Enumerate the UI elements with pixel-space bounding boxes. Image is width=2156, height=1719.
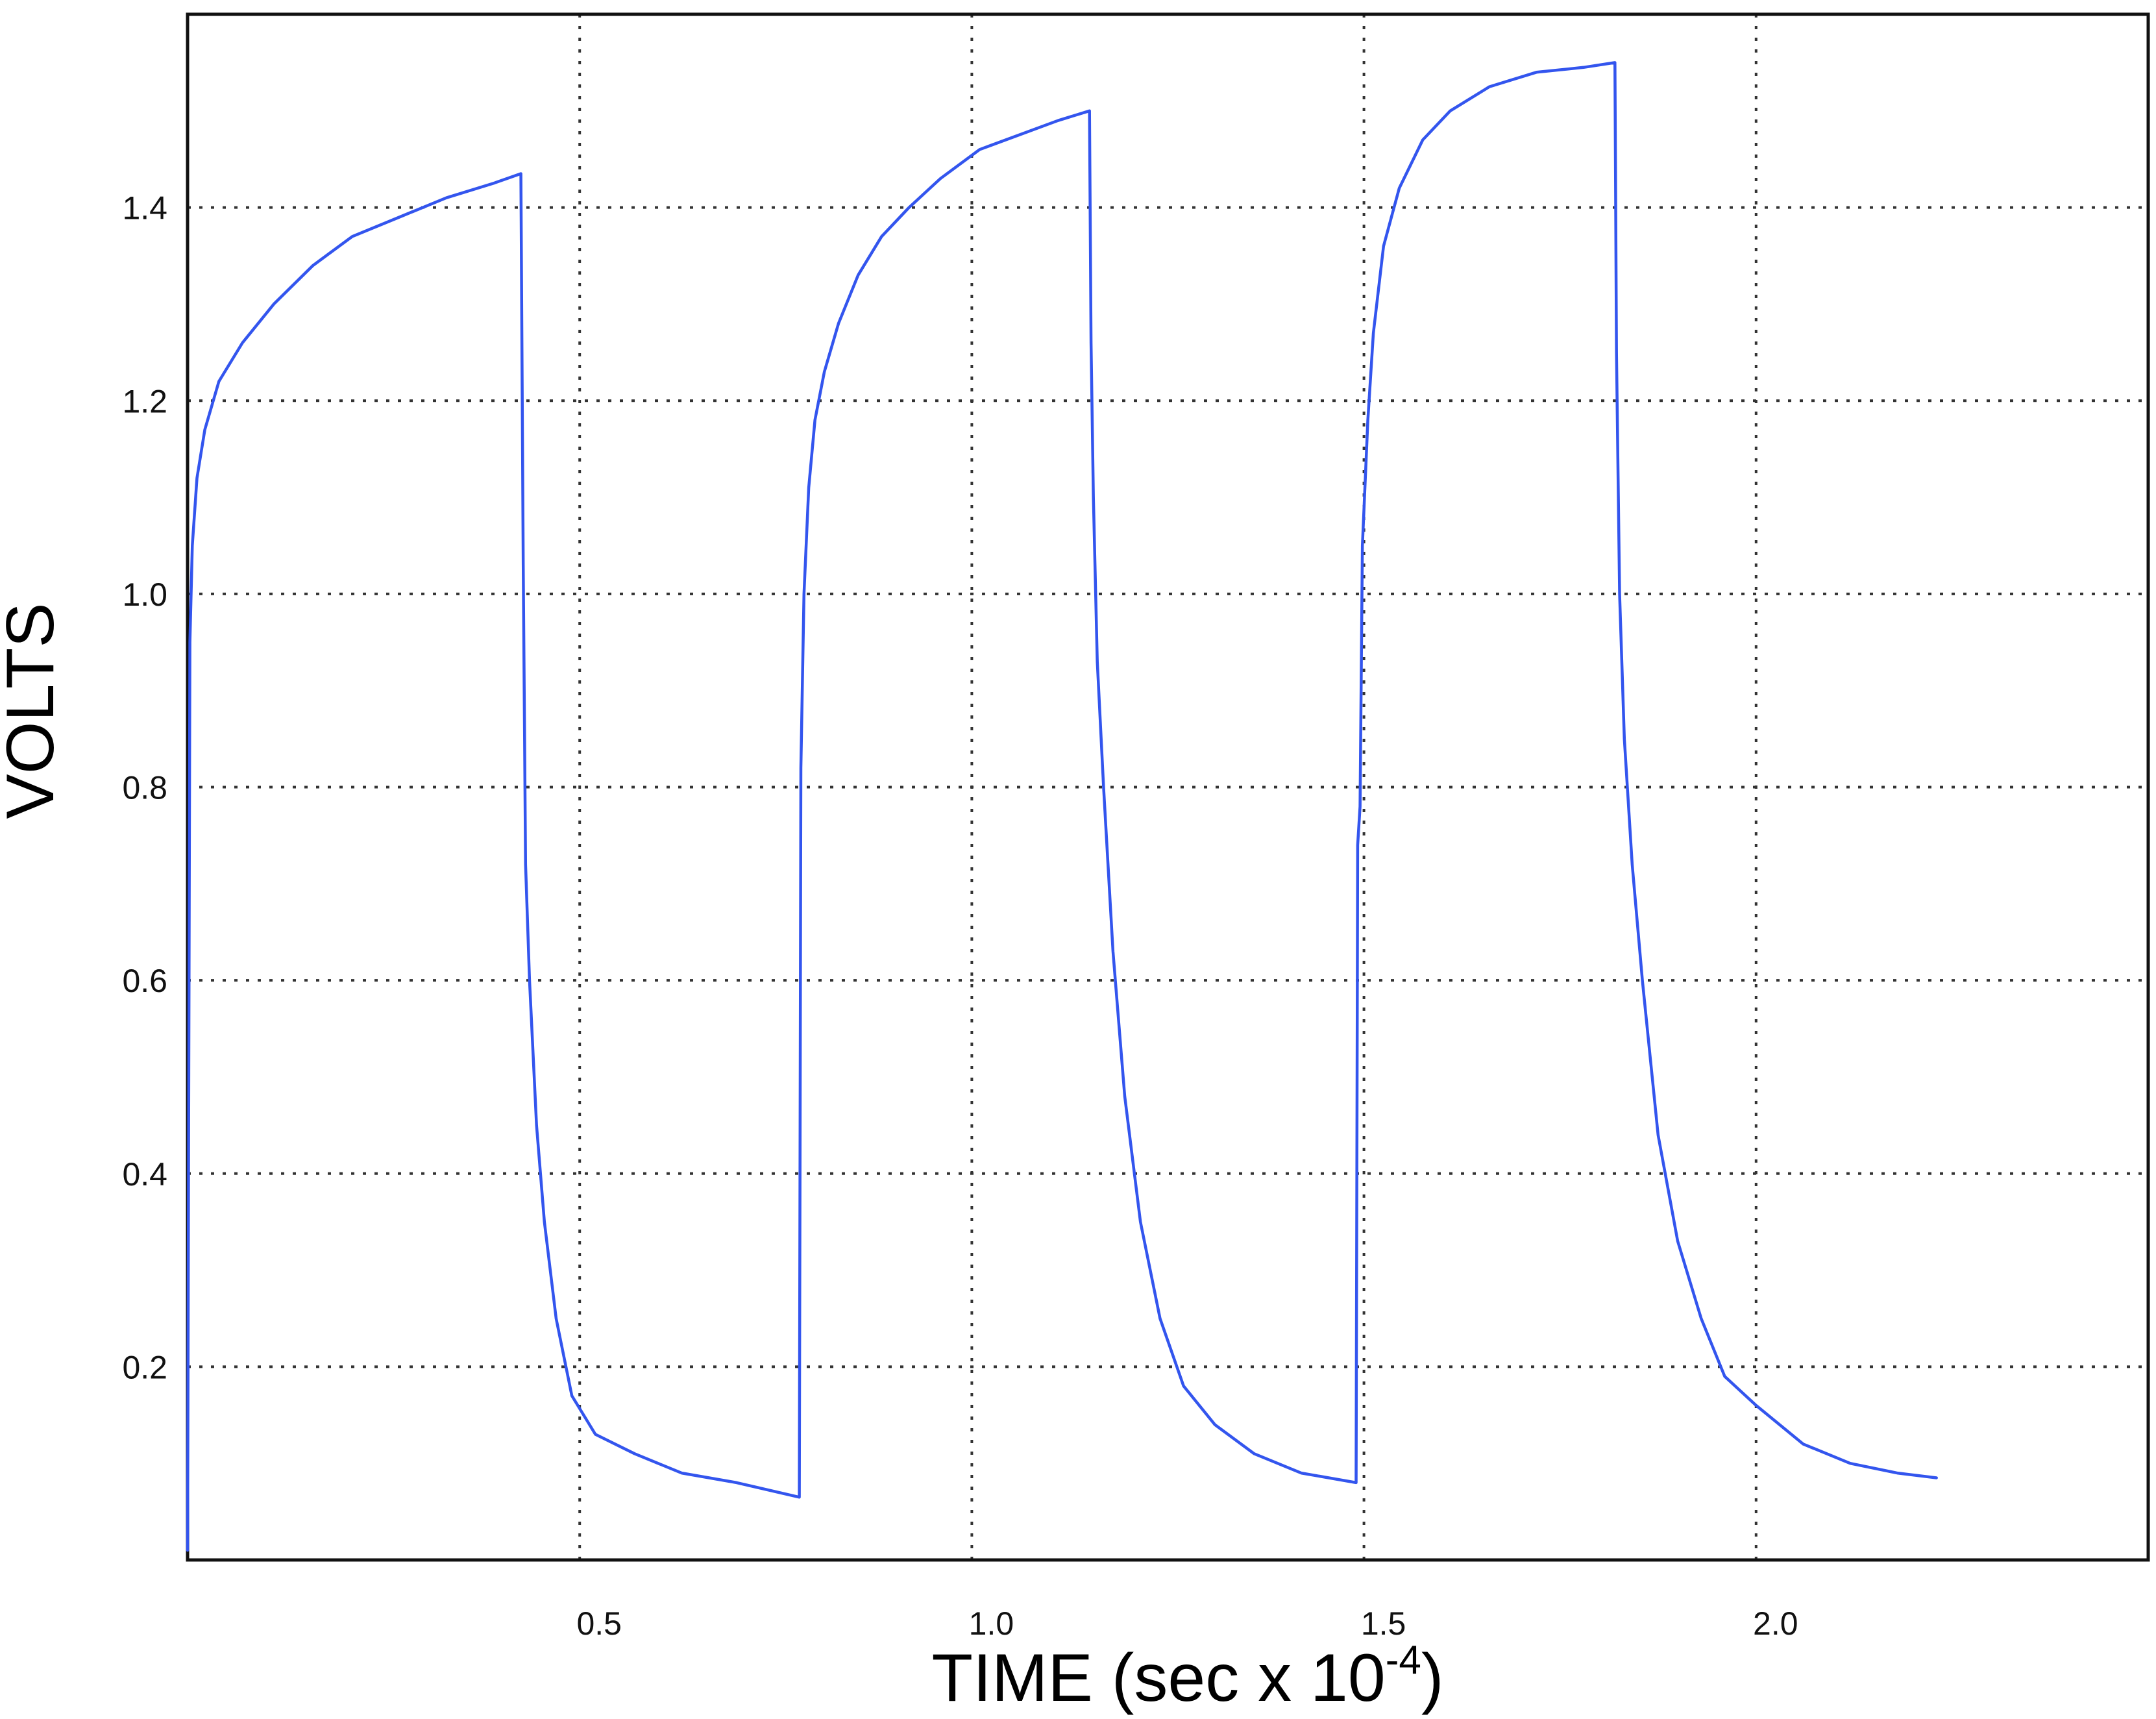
x-tick-label: 1.5 — [1361, 1605, 1406, 1642]
grid-lines — [188, 14, 2148, 1560]
x-axis-tick-labels: 0.5 1.0 1.5 2.0 — [576, 1605, 1798, 1642]
x-tick-label: 0.5 — [576, 1605, 622, 1642]
x-axis-label-exponent: -4 — [1386, 1638, 1421, 1683]
x-tick-label: 2.0 — [1753, 1605, 1798, 1642]
y-tick-label: 0.2 — [122, 1349, 167, 1385]
x-axis-label-close: ) — [1421, 1640, 1444, 1716]
y-tick-label: 0.4 — [122, 1156, 167, 1193]
y-tick-label: 1.0 — [122, 576, 167, 613]
plot-frame — [186, 12, 2150, 1562]
y-tick-label: 0.6 — [122, 963, 167, 999]
series-line-0 — [186, 61, 1938, 1552]
x-axis-label: TIME (sec x 10-4) — [931, 1638, 1443, 1716]
x-axis-label-main: TIME (sec x 10 — [931, 1640, 1385, 1716]
y-tick-label: 1.4 — [122, 190, 167, 227]
y-tick-label: 1.2 — [122, 383, 167, 419]
y-tick-label: 0.8 — [122, 770, 167, 806]
y-axis-tick-labels: 0.2 0.4 0.6 0.8 1.0 1.2 1.4 — [122, 190, 167, 1386]
y-axis-label: VOLTS — [0, 602, 68, 819]
x-tick-label: 1.0 — [969, 1605, 1014, 1642]
series-layer — [186, 61, 1938, 1552]
